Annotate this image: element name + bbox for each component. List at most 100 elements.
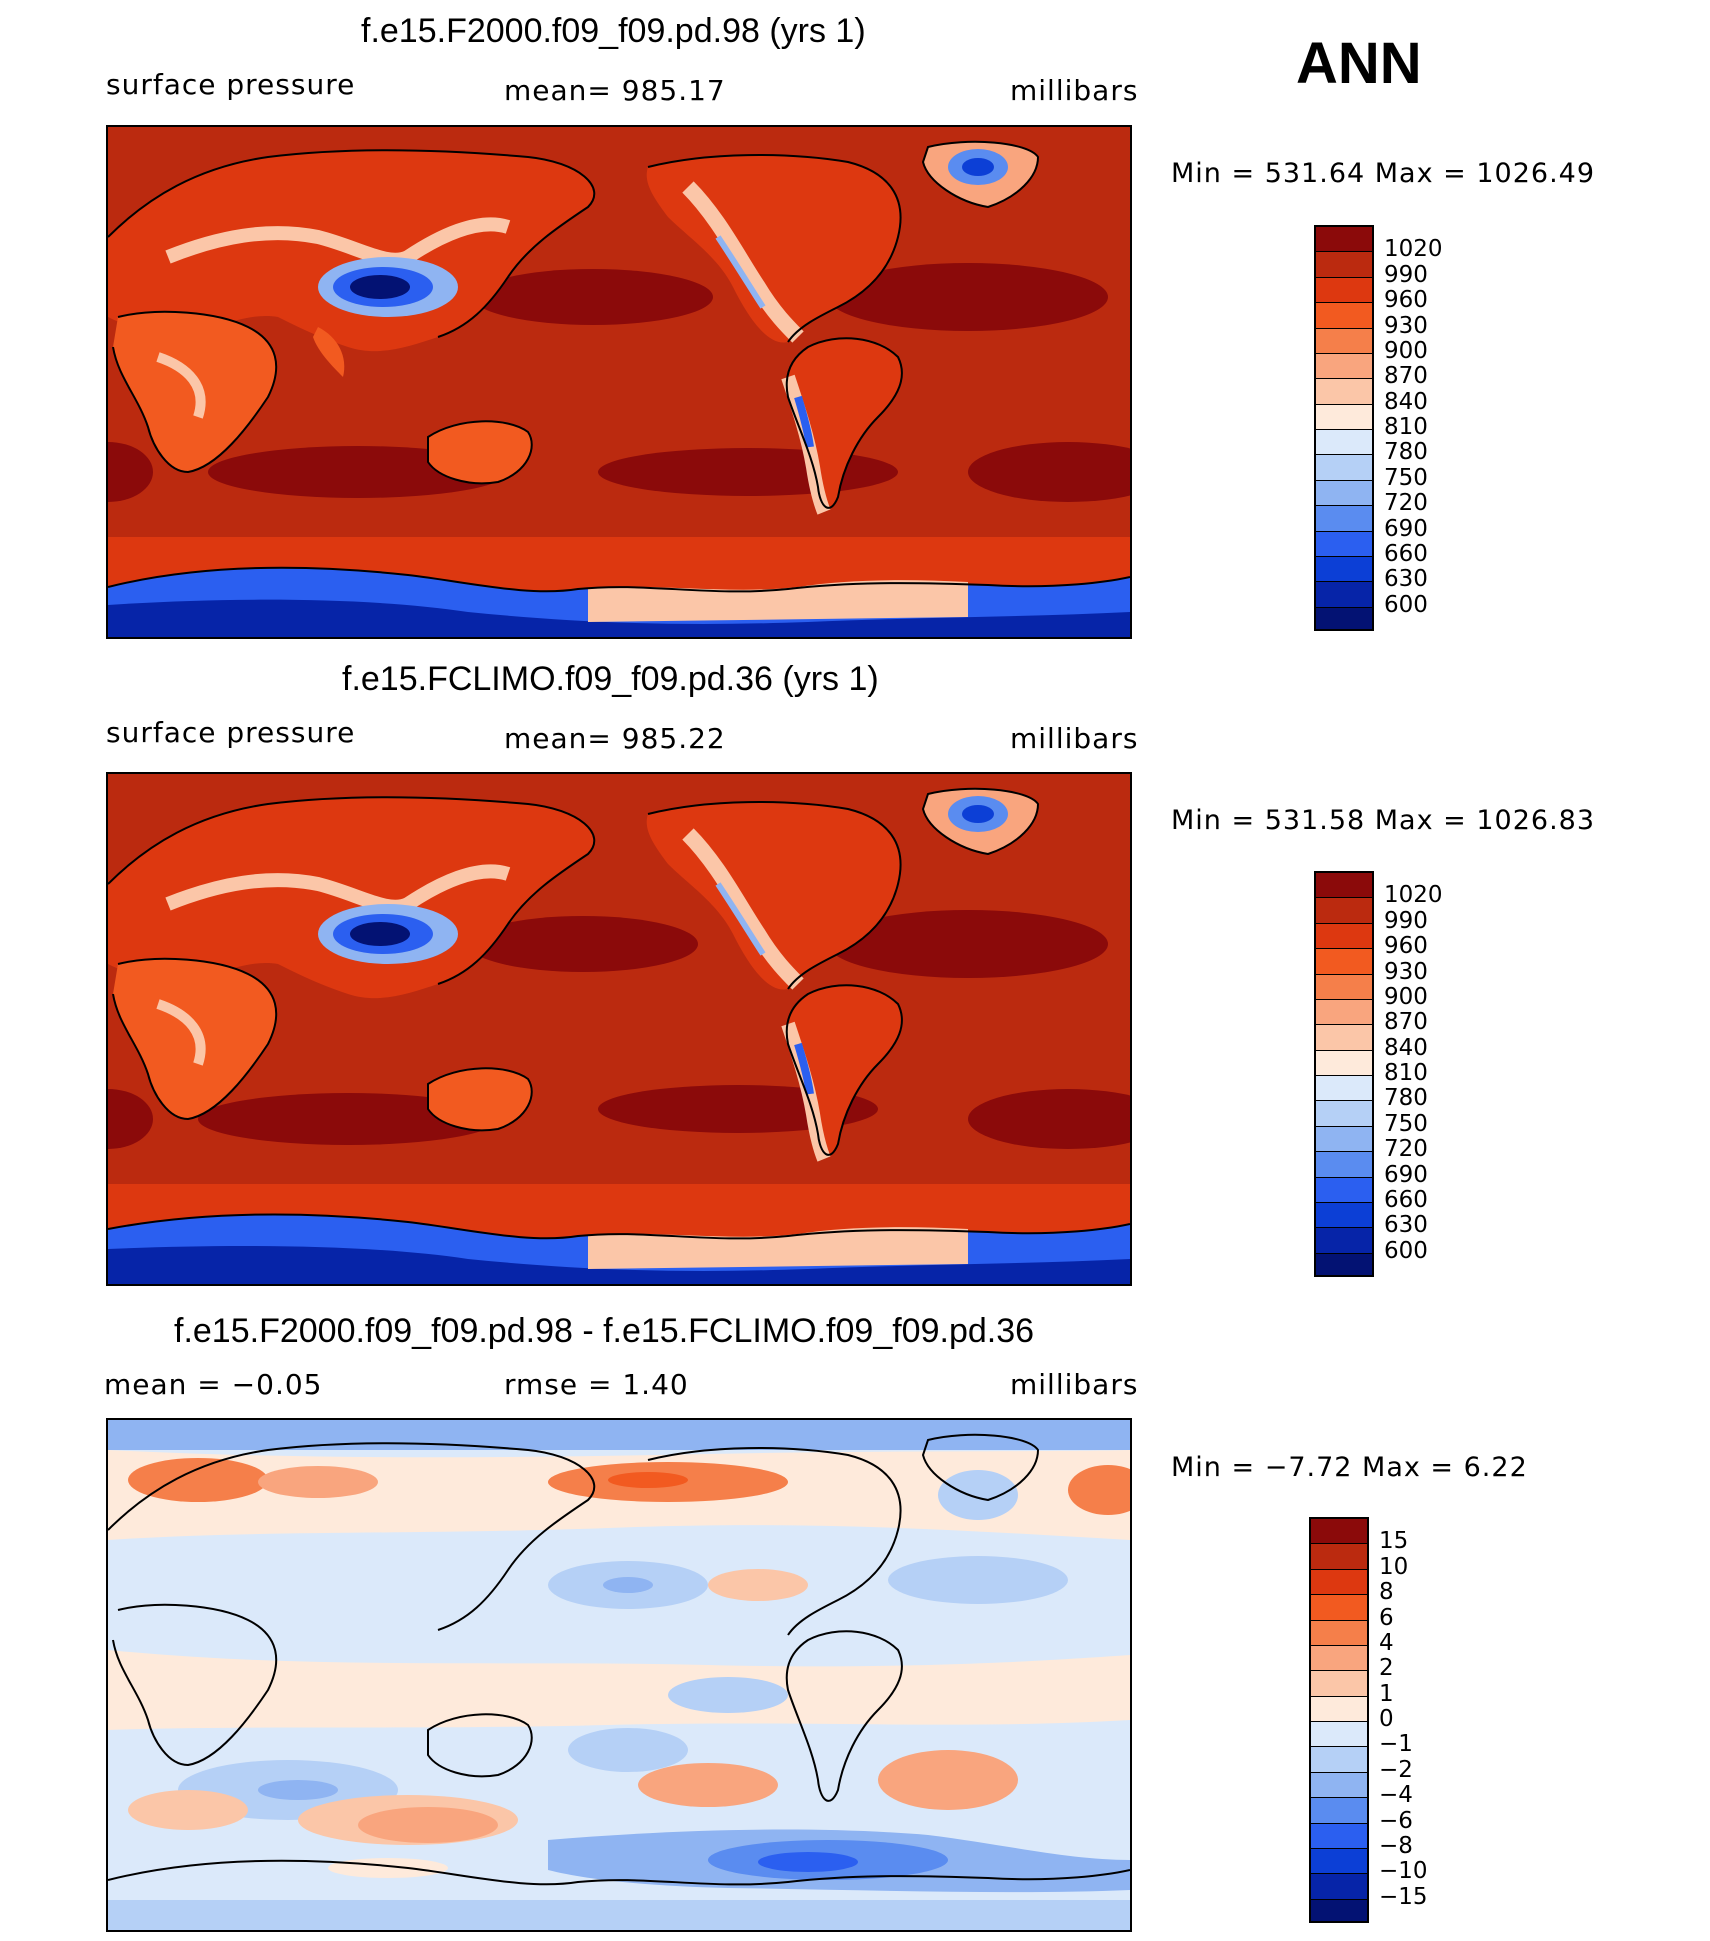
panel2-colorbar bbox=[1314, 871, 1374, 1277]
colorbar-label: 660 bbox=[1384, 540, 1428, 567]
panel2-mean-label: mean= 985.22 bbox=[504, 722, 726, 755]
colorbar-segment bbox=[1311, 1798, 1367, 1824]
colorbar-label: 10 bbox=[1379, 1553, 1409, 1580]
colorbar-segment bbox=[1311, 1569, 1367, 1596]
colorbar-label: 600 bbox=[1384, 591, 1428, 618]
colorbar-label: 4 bbox=[1379, 1629, 1394, 1656]
colorbar-segment bbox=[1311, 1772, 1367, 1799]
colorbar-label: 690 bbox=[1384, 1161, 1428, 1188]
colorbar-label: 1020 bbox=[1384, 236, 1443, 263]
colorbar-segment bbox=[1316, 480, 1372, 507]
colorbar-segment bbox=[1316, 1228, 1372, 1254]
colorbar-label: 690 bbox=[1384, 515, 1428, 542]
colorbar-label: 810 bbox=[1384, 1060, 1428, 1086]
colorbar-segment bbox=[1316, 277, 1372, 304]
colorbar-label: 960 bbox=[1384, 287, 1428, 314]
colorbar-label: −2 bbox=[1379, 1756, 1413, 1783]
colorbar-segment bbox=[1311, 1519, 1367, 1545]
colorbar-segment bbox=[1316, 1253, 1372, 1275]
colorbar-label: −1 bbox=[1379, 1731, 1413, 1758]
colorbar-segment bbox=[1316, 506, 1372, 532]
colorbar-segment bbox=[1316, 404, 1372, 430]
colorbar-segment bbox=[1316, 379, 1372, 405]
colorbar-segment bbox=[1316, 607, 1372, 629]
colorbar-label: 660 bbox=[1384, 1186, 1428, 1213]
colorbar-segment bbox=[1316, 1101, 1372, 1127]
colorbar-segment bbox=[1316, 303, 1372, 329]
colorbar-label: 900 bbox=[1384, 337, 1428, 364]
colorbar-segment bbox=[1316, 1076, 1372, 1102]
colorbar-segment bbox=[1316, 1025, 1372, 1051]
colorbar-label: 960 bbox=[1384, 933, 1428, 960]
colorbar-segment bbox=[1311, 1620, 1367, 1646]
colorbar-label: −4 bbox=[1379, 1782, 1413, 1809]
panel2-minmax-label: Min = 531.58 Max = 1026.83 bbox=[1171, 805, 1596, 836]
panel2-variable-label: surface pressure bbox=[106, 716, 356, 749]
panel1-mean-label: mean= 985.17 bbox=[504, 74, 726, 107]
colorbar-segment bbox=[1316, 252, 1372, 278]
colorbar-label: 8 bbox=[1379, 1579, 1394, 1606]
panel1-title: f.e15.F2000.f09_f09.pd.98 (yrs 1) bbox=[361, 12, 866, 50]
colorbar-segment bbox=[1311, 1874, 1367, 1900]
colorbar-label: 930 bbox=[1384, 312, 1428, 339]
colorbar-label: 750 bbox=[1384, 464, 1428, 491]
colorbar-segment bbox=[1316, 974, 1372, 1000]
colorbar-segment bbox=[1311, 1645, 1367, 1672]
colorbar-label: 990 bbox=[1384, 261, 1428, 288]
colorbar-label: 1020 bbox=[1384, 882, 1443, 909]
colorbar-segment bbox=[1316, 1152, 1372, 1178]
colorbar-label: 780 bbox=[1384, 439, 1428, 466]
colorbar-segment bbox=[1316, 556, 1372, 583]
colorbar-label: 870 bbox=[1384, 1009, 1428, 1036]
panel1-minmax-label: Min = 531.64 Max = 1026.49 bbox=[1171, 158, 1596, 189]
colorbar-segment bbox=[1316, 873, 1372, 899]
colorbar-label: 2 bbox=[1379, 1655, 1394, 1682]
colorbar-segment bbox=[1311, 1848, 1367, 1875]
colorbar-label: 1 bbox=[1379, 1680, 1394, 1707]
colorbar-segment bbox=[1316, 430, 1372, 456]
colorbar-label: 930 bbox=[1384, 958, 1428, 985]
colorbar-label: 870 bbox=[1384, 363, 1428, 390]
colorbar-segment bbox=[1316, 531, 1372, 557]
colorbar-segment bbox=[1311, 1747, 1367, 1773]
panel2-map bbox=[106, 772, 1132, 1286]
colorbar-segment bbox=[1311, 1823, 1367, 1849]
colorbar-segment bbox=[1316, 582, 1372, 608]
colorbar-segment bbox=[1316, 999, 1372, 1026]
colorbar-segment bbox=[1316, 1050, 1372, 1076]
colorbar-label: 900 bbox=[1384, 983, 1428, 1010]
panel3-title: f.e15.F2000.f09_f09.pd.98 - f.e15.FCLIMO… bbox=[174, 1312, 1035, 1350]
colorbar-label: 0 bbox=[1379, 1706, 1394, 1732]
colorbar-segment bbox=[1311, 1544, 1367, 1570]
colorbar-segment bbox=[1316, 455, 1372, 481]
colorbar-segment bbox=[1316, 898, 1372, 924]
panel3-map bbox=[106, 1418, 1132, 1932]
panel2-units-label: millibars bbox=[1010, 722, 1139, 755]
colorbar-segment bbox=[1311, 1722, 1367, 1748]
colorbar-label: 750 bbox=[1384, 1110, 1428, 1137]
colorbar-label: 6 bbox=[1379, 1604, 1394, 1631]
panel1-map bbox=[106, 125, 1132, 639]
colorbar-label: 810 bbox=[1384, 414, 1428, 440]
panel1-variable-label: surface pressure bbox=[106, 68, 356, 101]
colorbar-label: 720 bbox=[1384, 1136, 1428, 1163]
colorbar-label: 840 bbox=[1384, 388, 1428, 415]
colorbar-segment bbox=[1316, 1126, 1372, 1153]
colorbar-segment bbox=[1316, 1202, 1372, 1229]
colorbar-segment bbox=[1316, 227, 1372, 253]
colorbar-label: 15 bbox=[1379, 1528, 1409, 1555]
colorbar-label: −6 bbox=[1379, 1807, 1413, 1834]
panel2-title: f.e15.FCLIMO.f09_f09.pd.36 (yrs 1) bbox=[342, 660, 879, 698]
colorbar-label: 840 bbox=[1384, 1034, 1428, 1061]
colorbar-segment bbox=[1316, 1177, 1372, 1203]
colorbar-label: −8 bbox=[1379, 1832, 1413, 1859]
colorbar-segment bbox=[1311, 1671, 1367, 1697]
colorbar-label: −10 bbox=[1379, 1858, 1428, 1885]
panel1-colorbar bbox=[1314, 225, 1374, 631]
colorbar-label: 600 bbox=[1384, 1237, 1428, 1264]
panel3-mean-label: mean = −0.05 bbox=[104, 1368, 323, 1401]
season-label: ANN bbox=[1296, 31, 1422, 96]
panel3-minmax-label: Min = −7.72 Max = 6.22 bbox=[1171, 1452, 1528, 1483]
panel3-colorbar bbox=[1309, 1517, 1369, 1923]
colorbar-label: −15 bbox=[1379, 1883, 1428, 1910]
